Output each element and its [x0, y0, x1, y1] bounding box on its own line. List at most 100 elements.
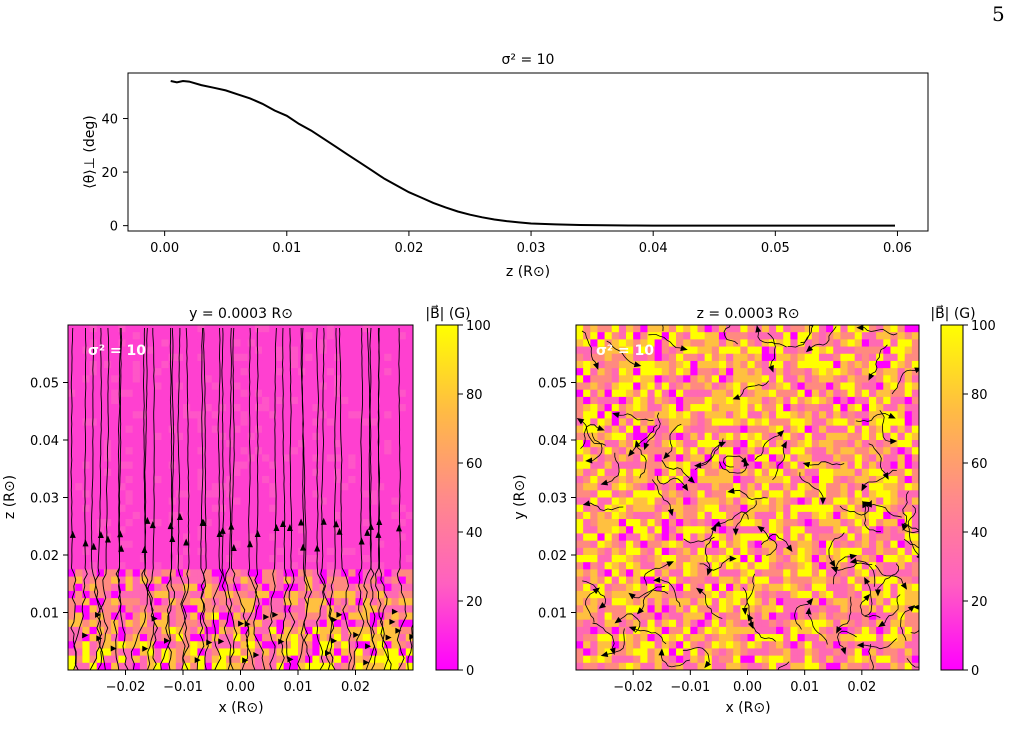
heatmap-cell	[362, 353, 371, 362]
heatmap-cell	[768, 634, 777, 642]
heatmap-cell	[754, 511, 763, 520]
heatmap-cell	[797, 432, 806, 441]
heatmap-cell	[654, 432, 663, 441]
heatmap-cell	[333, 648, 342, 657]
heatmap-cell	[341, 590, 349, 599]
heatmap-cell	[897, 432, 906, 441]
x-tick-label: −0.02	[613, 680, 653, 695]
heatmap-cell	[405, 583, 413, 592]
heatmap-cell	[384, 562, 392, 570]
heatmap-cell	[583, 511, 591, 520]
heatmap-cell	[254, 583, 263, 592]
heatmap-cell	[890, 404, 898, 412]
heatmap-cell	[190, 562, 198, 570]
heatmap-cell	[132, 662, 141, 670]
heatmap-cell	[668, 353, 677, 362]
heatmap-cell	[233, 360, 241, 369]
heatmap-cell	[868, 346, 877, 355]
heatmap-cell	[175, 411, 184, 419]
heatmap-cell	[726, 490, 734, 498]
x-axis-label: z (R⊙)	[506, 264, 550, 280]
heatmap-cell	[240, 447, 249, 455]
heatmap-cell	[305, 497, 313, 506]
heatmap-cell	[247, 375, 256, 383]
heatmap-cell	[269, 346, 277, 355]
heatmap-cell	[876, 454, 884, 462]
heatmap-cell	[804, 641, 813, 649]
heatmap-cell	[790, 641, 798, 649]
heatmap-cell	[226, 360, 234, 369]
field-arrow	[272, 611, 279, 618]
field-line	[742, 587, 753, 626]
heatmap-cell	[197, 432, 205, 441]
heatmap-cell	[754, 346, 763, 355]
heatmap-cell	[647, 360, 656, 369]
heatmap-cell	[118, 375, 126, 383]
heatmap-cell	[697, 325, 706, 333]
heatmap-cell	[583, 368, 591, 376]
heatmap-cell	[240, 583, 249, 592]
heatmap-cell	[783, 468, 791, 477]
heatmap-cell	[776, 562, 784, 570]
heatmap-cell	[362, 375, 371, 383]
heatmap-cell	[826, 360, 834, 369]
heatmap-cell	[319, 483, 328, 491]
heatmap-cell	[883, 368, 891, 376]
heatmap-cell	[75, 504, 83, 513]
heatmap-cell	[847, 626, 856, 635]
field-arrow	[333, 520, 340, 528]
heatmap-cell	[312, 447, 320, 455]
heatmap-cell	[761, 339, 770, 347]
heatmap-cell	[761, 511, 770, 520]
heatmap-cell	[305, 662, 313, 670]
heatmap-cell	[118, 626, 126, 635]
heatmap-cell	[319, 490, 328, 498]
heatmap-cell	[854, 396, 863, 405]
heatmap-cell	[305, 655, 313, 664]
heatmap-cell	[269, 468, 277, 477]
heatmap-cell	[576, 533, 584, 542]
heatmap-cell	[683, 411, 691, 419]
heatmap-cell	[348, 432, 356, 441]
heatmap-cell	[783, 641, 791, 649]
heatmap-cell	[883, 576, 891, 585]
heatmap-cell	[175, 368, 184, 376]
heatmap-cell	[847, 468, 856, 477]
heatmap-cell	[661, 648, 670, 657]
y-tick-label: 0.01	[30, 607, 59, 622]
heatmap-cell	[790, 634, 798, 642]
heatmap-cell	[312, 540, 320, 549]
heatmap-cell	[776, 648, 784, 657]
heatmap-cell	[312, 547, 320, 556]
heatmap-cell	[811, 648, 820, 657]
heatmap-cell	[362, 634, 371, 642]
heatmap-cell	[647, 396, 656, 405]
heatmap-cell	[254, 504, 263, 513]
heatmap-cell	[704, 540, 713, 549]
heatmap-cell	[690, 540, 698, 549]
heatmap-cell	[690, 641, 698, 649]
heatmap-cell	[690, 368, 698, 376]
field-arrow	[663, 452, 671, 460]
heatmap-cell	[118, 612, 126, 621]
heatmap-cell	[132, 540, 141, 549]
heatmap-cell	[125, 511, 134, 520]
heatmap-cell	[897, 454, 906, 462]
heatmap-cell	[783, 418, 791, 427]
heatmap-cell	[240, 562, 249, 570]
heatmap-cell	[690, 598, 698, 606]
heatmap-cell	[640, 655, 648, 664]
heatmap-cell	[733, 540, 741, 549]
heatmap-cell	[797, 360, 806, 369]
heatmap-cell	[326, 447, 335, 455]
heatmap-cell	[754, 447, 763, 455]
heatmap-cell	[883, 626, 891, 635]
heatmap-cell	[154, 346, 162, 355]
field-line	[906, 658, 919, 668]
heatmap-cell	[733, 475, 741, 484]
field-arrow	[253, 651, 260, 658]
heatmap-cell	[911, 619, 919, 628]
heatmap-cell	[211, 447, 220, 455]
heatmap-cell	[355, 662, 364, 670]
heatmap-cell	[355, 339, 364, 347]
